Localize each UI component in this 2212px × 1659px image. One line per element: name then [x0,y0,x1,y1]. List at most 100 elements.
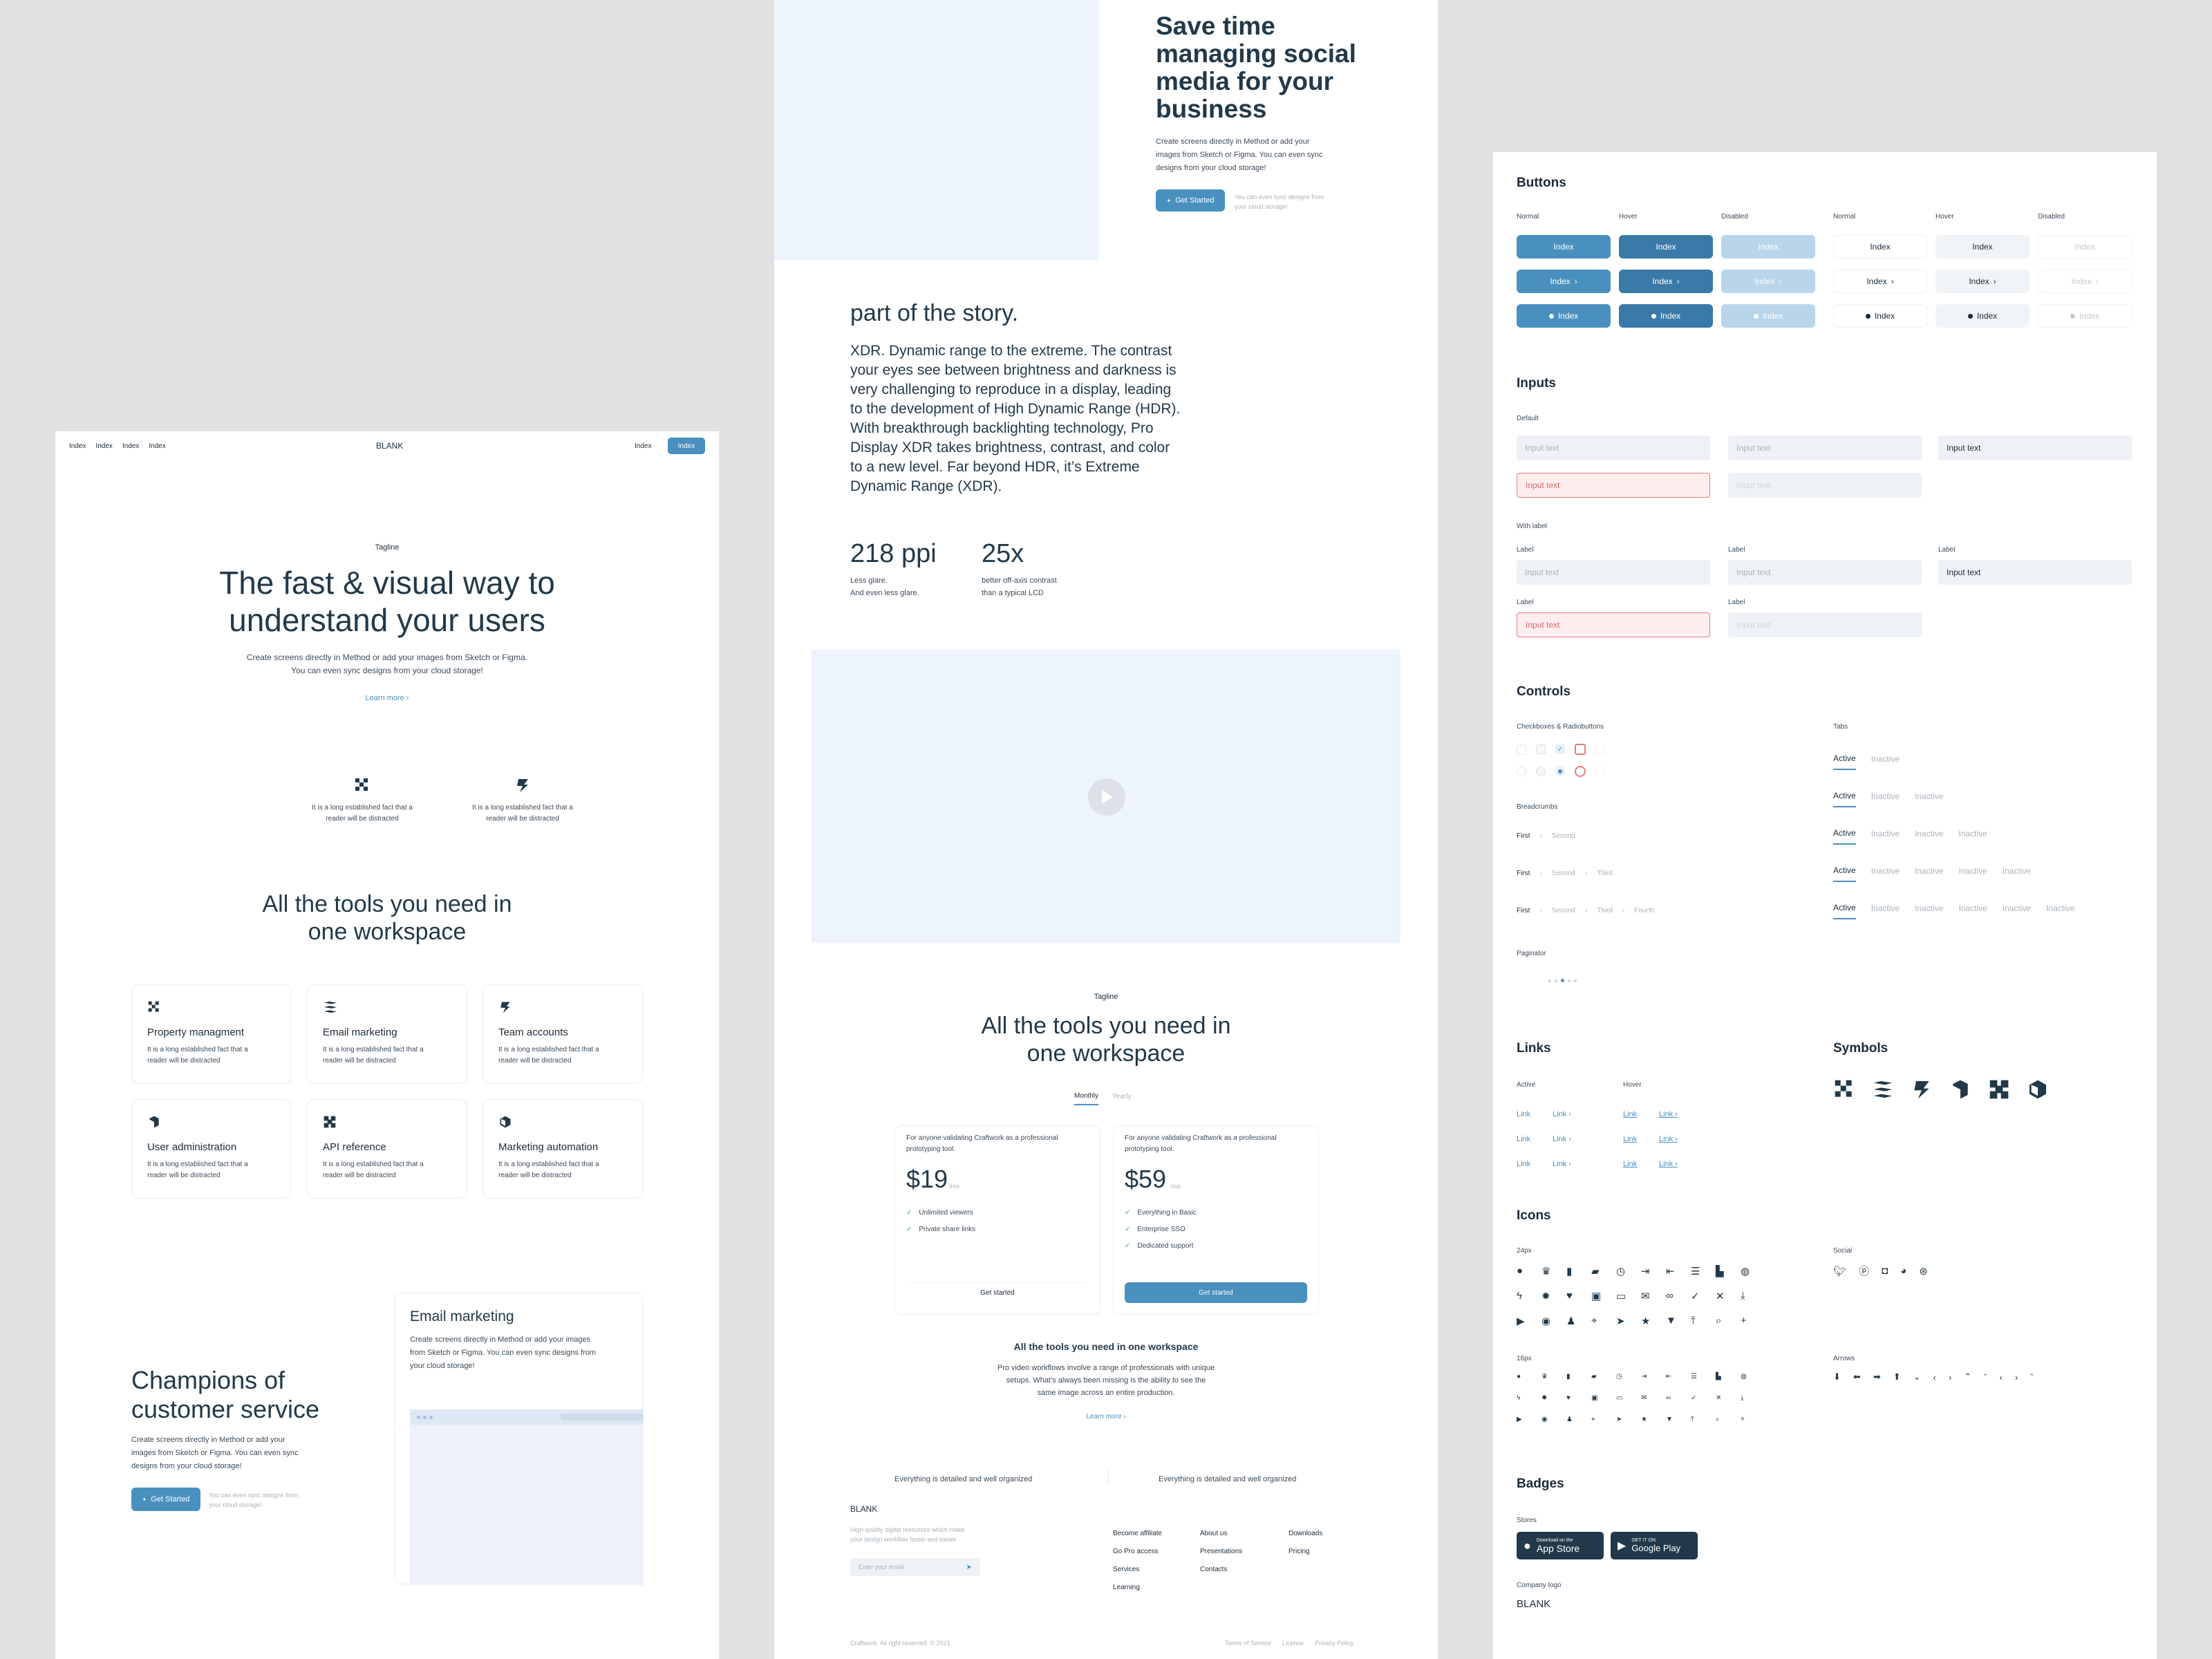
tab-inactive[interactable]: Inactive [2002,866,2032,876]
primary-chevron-button-normal[interactable]: Index › [1517,270,1611,293]
tool-card[interactable]: Email marketing It is a long established… [307,984,467,1084]
radio-hover[interactable] [1536,767,1546,776]
breadcrumb-item[interactable]: Second [1551,907,1575,915]
tab-inactive[interactable]: Inactive [1915,791,1944,801]
pinterest-icon[interactable]: ⓟ [1859,1266,1870,1277]
tool-card[interactable]: Team accounts It is a long established f… [482,984,643,1084]
video-player[interactable] [812,650,1400,943]
tool-card[interactable]: API reference It is a long established f… [307,1099,467,1199]
primary-chevron-button-hover[interactable]: Index › [1619,270,1713,293]
tab-inactive[interactable]: Inactive [1871,829,1900,838]
breadcrumb-item[interactable]: Third [1597,870,1613,877]
nav-link[interactable]: Index [122,442,140,450]
breadcrumb-item[interactable]: Second [1551,832,1575,840]
breadcrumb-item[interactable]: Second [1551,870,1575,877]
checkbox-checked[interactable]: ✓ [1555,744,1565,754]
checkbox-disabled[interactable] [1595,744,1605,754]
legal-link[interactable]: Privacy Policy [1315,1640,1354,1647]
nav-right-link[interactable]: Index [635,442,652,450]
tab-active[interactable]: Active [1833,791,1856,807]
footer-link[interactable]: Presentations [1200,1548,1243,1555]
instagram-icon[interactable]: ◘ [1882,1265,1888,1277]
legal-link[interactable]: License [1282,1640,1304,1647]
link-active[interactable]: Link [1517,1160,1531,1168]
nav-link[interactable]: Index [95,442,113,450]
send-icon[interactable]: ➤ [966,1563,972,1571]
brand-logo[interactable]: BLANK [376,441,404,451]
tab-inactive[interactable]: Inactive [1871,866,1900,876]
footer-link[interactable]: Contacts [1200,1566,1228,1573]
tool-card[interactable]: User administration It is a long establi… [131,1099,292,1199]
breadcrumb-item[interactable]: Fourth [1634,907,1655,915]
text-input-hover[interactable]: Input text [1728,435,1922,460]
secondary-button-normal[interactable]: Index [1833,235,1927,259]
link-active[interactable]: Link [1517,1110,1531,1118]
labeled-input-hover[interactable]: Input text [1728,560,1922,585]
page-dot[interactable] [1574,979,1577,982]
radio-disabled[interactable] [1595,767,1605,776]
link-chevron-hover[interactable]: Link › [1659,1110,1678,1118]
hero-learn-more-link[interactable]: Learn more › [365,694,409,702]
link-chevron-hover[interactable]: Link › [1659,1135,1678,1143]
plan-get-started-button[interactable]: Get started [906,1282,1089,1303]
tool-card[interactable]: Marketing automation It is a long establ… [482,1099,643,1199]
text-input-default[interactable]: Input text [1517,435,1710,460]
page-dot[interactable] [1548,979,1551,982]
plan-get-started-button[interactable]: Get started [1125,1282,1307,1303]
tab-active[interactable]: Active [1833,865,1856,882]
footer-link[interactable]: Become affiliate [1113,1530,1162,1537]
link-hover[interactable]: Link [1623,1135,1638,1143]
link-hover[interactable]: Link [1623,1160,1638,1168]
nav-cta-button[interactable]: Index [668,438,705,454]
nav-link[interactable]: Index [149,442,166,450]
radio-error[interactable] [1575,766,1586,777]
footer-link[interactable]: Learning [1113,1584,1140,1591]
play-icon[interactable] [1088,778,1125,816]
primary-dot-button-normal[interactable]: Index [1517,304,1611,328]
primary-dot-button-hover[interactable]: Index [1619,304,1713,328]
footer-email-input[interactable]: Enter your email ➤ [850,1558,980,1576]
footer-link[interactable]: Services [1113,1566,1140,1573]
labeled-input-default[interactable]: Input text [1517,560,1710,585]
dribbble-icon[interactable]: ⊛ [1919,1265,1928,1277]
breadcrumb-item[interactable]: Third [1597,907,1613,915]
tab-inactive[interactable]: Inactive [1915,903,1944,913]
legal-link[interactable]: Terms of Service [1225,1640,1272,1647]
link-chevron-hover[interactable]: Link › [1659,1160,1678,1168]
page-dot[interactable] [1555,979,1557,982]
get-started-button[interactable]: ✦ Get Started [131,1488,200,1511]
text-input-disabled[interactable]: Input text [1728,473,1922,498]
tool-card[interactable]: Property managment It is a long establis… [131,984,292,1084]
tab-inactive[interactable]: Inactive [1915,829,1944,838]
radio-checked[interactable] [1555,767,1565,776]
primary-dot-button-disabled[interactable]: Index [1721,304,1815,328]
secondary-button-disabled[interactable]: Index [2038,235,2132,259]
tab-inactive[interactable]: Inactive [1958,903,1987,913]
secondary-chevron-button-hover[interactable]: Index › [1936,270,2030,293]
checkbox-error[interactable] [1575,744,1586,755]
primary-button-disabled[interactable]: Index [1721,235,1815,259]
github-icon[interactable]: ◕ [1900,1265,1907,1277]
checkbox-hover[interactable] [1536,744,1546,754]
tab-inactive[interactable]: Inactive [1915,866,1944,876]
workflow-learn-more-link[interactable]: Learn more › [1086,1413,1126,1421]
primary-button-hover[interactable]: Index [1619,235,1713,259]
secondary-dot-button-normal[interactable]: Index [1833,304,1927,328]
breadcrumb-item[interactable]: First [1517,832,1530,840]
billing-yearly-tab[interactable]: Yearly [1112,1093,1132,1100]
link-chevron[interactable]: Link › [1553,1110,1571,1118]
labeled-input-focused[interactable]: Input text [1938,560,2132,585]
tab-inactive[interactable]: Inactive [1871,791,1900,801]
link-chevron[interactable]: Link › [1553,1135,1571,1143]
tab-inactive[interactable]: Inactive [1871,903,1900,913]
page-dot-active[interactable] [1561,979,1564,982]
tab-inactive[interactable]: Inactive [2002,903,2032,913]
secondary-dot-button-disabled[interactable]: Index [2038,304,2132,328]
text-input-error[interactable]: Input text [1517,473,1710,498]
breadcrumb-item[interactable]: First [1517,907,1530,915]
footer-brand[interactable]: BLANK [850,1504,878,1514]
google-play-badge[interactable]: ▶ GET IT ON Google Play [1611,1532,1698,1559]
labeled-input-error[interactable]: Input text [1517,612,1710,637]
radio-unchecked[interactable] [1517,767,1526,776]
page-dot[interactable] [1568,979,1571,982]
